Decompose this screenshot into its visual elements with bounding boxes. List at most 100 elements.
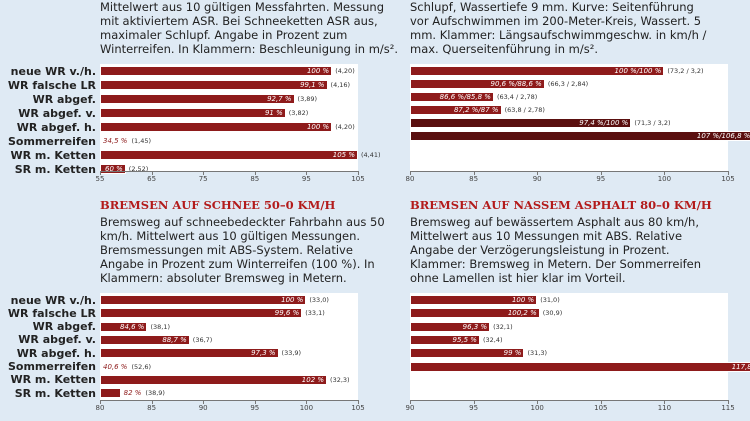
bracket-label: (4,20) bbox=[335, 67, 355, 75]
bracket-label: (3,82) bbox=[288, 109, 309, 117]
tick-mark bbox=[306, 400, 308, 404]
x-tick-label: 105 bbox=[351, 404, 365, 412]
value-label: 100 % bbox=[511, 296, 535, 304]
bar bbox=[100, 295, 307, 305]
value-label: 100 %/100 % bbox=[614, 67, 662, 75]
bar bbox=[100, 388, 121, 399]
bar bbox=[410, 348, 525, 359]
value-label: 99,1 % bbox=[300, 81, 325, 89]
bar bbox=[100, 334, 190, 345]
x-tick-label: 85 bbox=[469, 175, 479, 183]
x-tick-label: 100 bbox=[657, 175, 672, 183]
bar bbox=[100, 136, 102, 146]
bracket-label: (3,89) bbox=[297, 95, 318, 103]
bracket-label: (2,52) bbox=[128, 165, 149, 173]
value-label: 100 % bbox=[306, 67, 330, 75]
tick-mark bbox=[358, 171, 359, 175]
category-label: Sommerreifen bbox=[7, 360, 96, 373]
tick-mark bbox=[473, 400, 475, 404]
bracket-label: (32,1) bbox=[493, 322, 513, 331]
x-axis bbox=[100, 400, 358, 401]
x-tick-label: 115 bbox=[721, 404, 735, 412]
bar bbox=[410, 361, 750, 372]
value-label: 105 % bbox=[332, 151, 355, 159]
chart-title: BREMSEN AUF NASSEM ASPHALT 80–0 KM/H bbox=[410, 198, 712, 212]
x-tick-label: 105 bbox=[721, 175, 735, 183]
bar bbox=[410, 92, 494, 102]
tick-mark bbox=[100, 171, 101, 175]
bar bbox=[100, 94, 295, 104]
tick-mark bbox=[473, 171, 475, 175]
tick-mark bbox=[600, 400, 602, 404]
value-label: 90,6 %/88,6 % bbox=[490, 80, 542, 88]
category-label: WR abgef. v. bbox=[18, 333, 96, 347]
value-label: 60 % bbox=[105, 165, 123, 173]
value-label: 100 % bbox=[281, 296, 304, 304]
tick-mark bbox=[203, 400, 205, 404]
x-tick-label: 95 bbox=[250, 404, 260, 412]
category-label: neue WR v./h. bbox=[10, 64, 96, 78]
category-label: Sommerreifen bbox=[7, 134, 96, 148]
value-label: 99 % bbox=[503, 349, 522, 358]
x-tick-label: 55 bbox=[95, 175, 105, 183]
x-tick-label: 90 bbox=[532, 175, 542, 183]
bracket-label: (30,9) bbox=[542, 309, 563, 318]
x-tick-label: 65 bbox=[147, 175, 157, 183]
value-label: 97,4 %/100 % bbox=[579, 119, 629, 127]
bar bbox=[410, 118, 632, 128]
bar bbox=[100, 108, 286, 118]
category-label: SR m. Ketten bbox=[14, 386, 96, 400]
bracket-label: (1,45) bbox=[131, 137, 152, 145]
bracket-label: (32,4) bbox=[482, 335, 503, 344]
bar bbox=[410, 308, 540, 319]
x-tick-label: 100 bbox=[299, 404, 314, 412]
category-label: SR m. Ketten bbox=[14, 162, 96, 176]
value-label: 40,6 % bbox=[103, 362, 128, 371]
x-tick-label: 80 bbox=[405, 175, 415, 183]
tick-mark bbox=[664, 171, 666, 175]
value-label: 99,6 % bbox=[274, 309, 300, 318]
value-label: 86,6 %/85,8 % bbox=[439, 93, 491, 101]
bar bbox=[410, 334, 480, 345]
bar bbox=[410, 321, 491, 332]
bar bbox=[100, 361, 102, 372]
category-label: WR falsche LR bbox=[7, 78, 96, 92]
x-axis bbox=[410, 171, 728, 172]
category-label: neue WR v./h. bbox=[10, 293, 96, 307]
bar bbox=[100, 80, 328, 90]
value-label: 87,2 %/87 % bbox=[453, 106, 499, 114]
category-label: WR abgef. v. bbox=[18, 106, 96, 120]
bar bbox=[100, 150, 358, 160]
x-tick-label: 100 bbox=[530, 404, 544, 412]
value-label: 84,6 % bbox=[120, 322, 145, 331]
description: Bremsweg auf bewässertem Asphalt aus 80 … bbox=[410, 215, 702, 285]
value-label: 107 %/106,8 % bbox=[696, 132, 750, 140]
tick-mark bbox=[537, 171, 539, 175]
bracket-label: (38,1) bbox=[150, 322, 171, 331]
bracket-label: (63,8 / 2,78) bbox=[504, 106, 545, 114]
x-tick-label: 80 bbox=[95, 404, 105, 412]
x-tick-label: 75 bbox=[198, 175, 208, 183]
bracket-label: (38,9) bbox=[145, 389, 165, 398]
bracket-label: (4,16) bbox=[330, 81, 351, 89]
bar bbox=[100, 308, 303, 319]
category-label: WR falsche LR bbox=[7, 306, 96, 320]
bracket-label: (33,9) bbox=[281, 349, 302, 358]
tick-mark bbox=[728, 171, 729, 175]
category-label: WR m. Ketten bbox=[10, 148, 96, 162]
category-label: WR m. Ketten bbox=[10, 373, 96, 387]
x-tick-label: 95 bbox=[596, 175, 606, 183]
bracket-label: (33,1) bbox=[305, 309, 325, 318]
bar bbox=[100, 374, 328, 385]
description: Schlupf, Wassertiefe 9 mm. Kurve: Seiten… bbox=[410, 0, 707, 56]
bracket-label: (33,0) bbox=[309, 296, 329, 304]
bar bbox=[100, 164, 126, 174]
bracket-label: (4,20) bbox=[335, 123, 355, 131]
x-tick-label: 95 bbox=[301, 175, 311, 183]
bar bbox=[410, 105, 502, 115]
bar bbox=[100, 66, 333, 76]
bracket-label: (63,4 / 2,78) bbox=[496, 93, 538, 101]
x-tick-label: 105 bbox=[351, 175, 365, 183]
tick-mark bbox=[728, 400, 729, 404]
